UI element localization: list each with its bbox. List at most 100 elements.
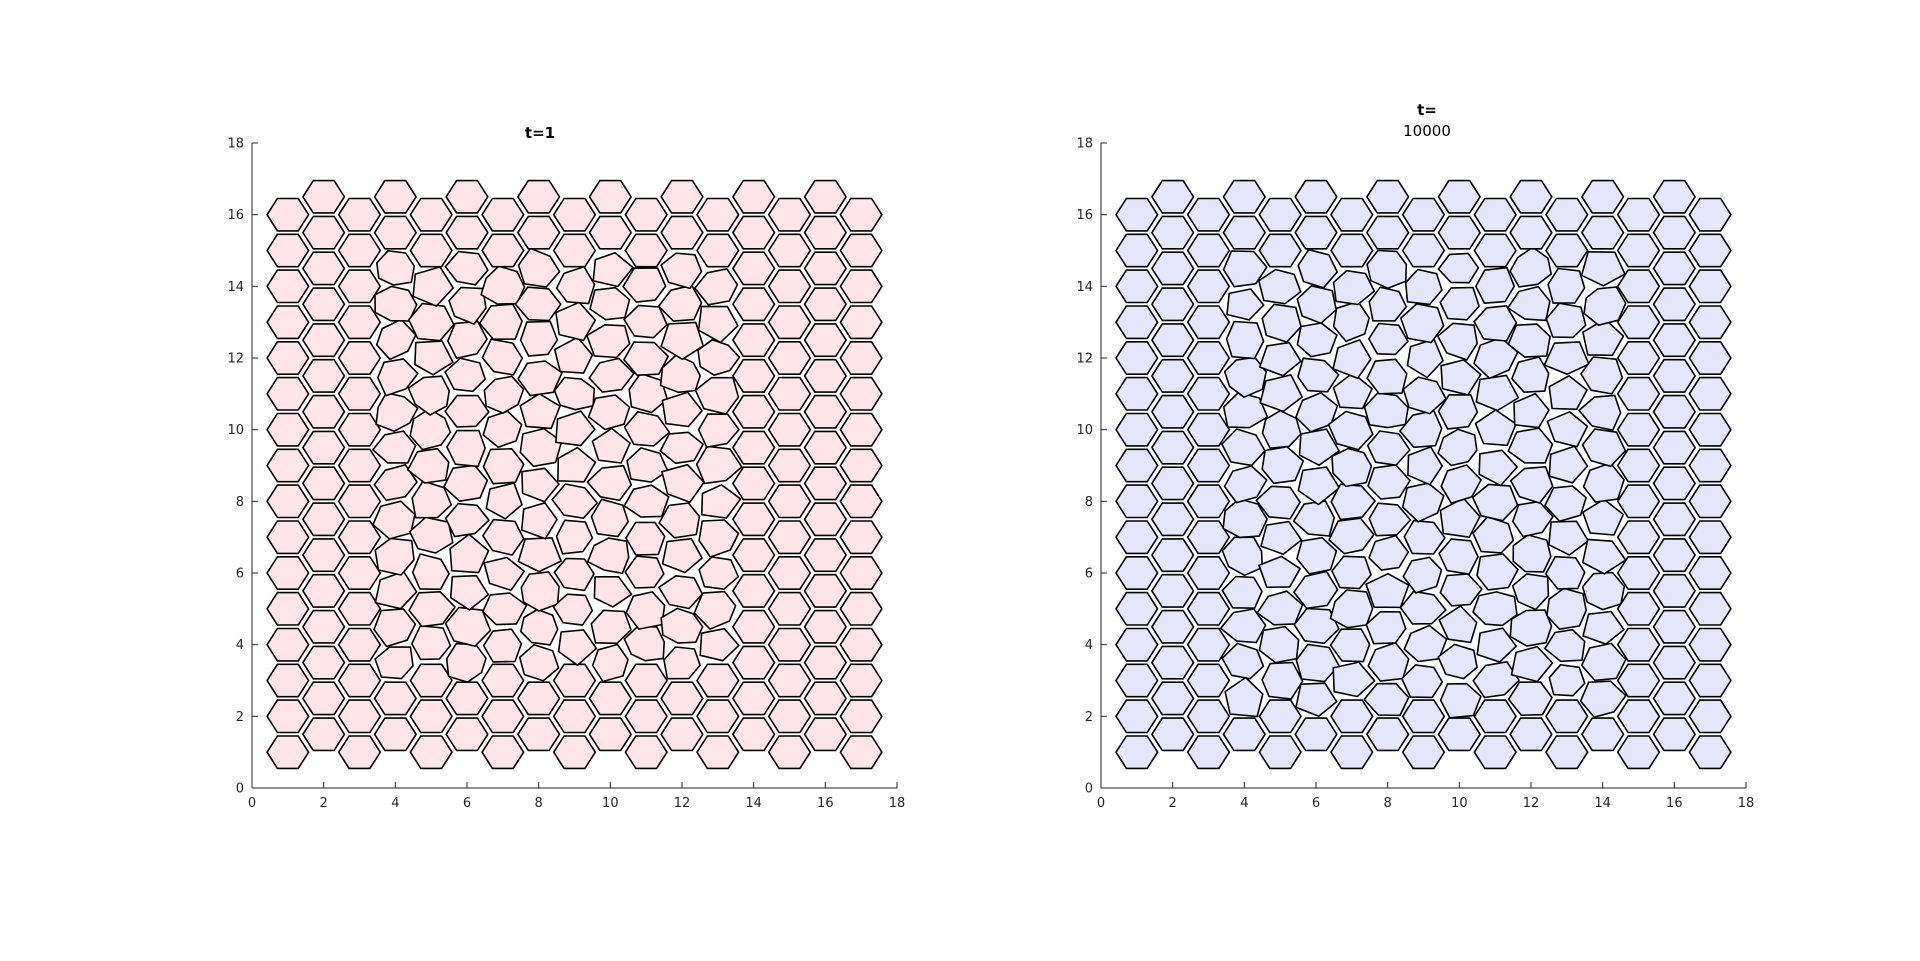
- cell: [1186, 376, 1231, 411]
- y-tick-label: 6: [236, 567, 244, 582]
- cell: [590, 498, 630, 538]
- cell: [1437, 215, 1481, 250]
- cell: [519, 608, 559, 646]
- cell: [266, 448, 310, 483]
- cell: [482, 628, 523, 663]
- cell: [1258, 233, 1302, 268]
- x-tick-label: 18: [1738, 796, 1755, 811]
- cell: [660, 179, 704, 214]
- cell: [699, 627, 740, 662]
- cell: [1652, 251, 1696, 286]
- cell: [482, 410, 523, 449]
- cell: [1545, 699, 1589, 734]
- cell: [553, 376, 596, 411]
- cell: [732, 466, 776, 501]
- cell: [1509, 215, 1553, 250]
- cell: [1652, 466, 1696, 501]
- cell: [1548, 374, 1588, 411]
- cell: [1688, 555, 1732, 591]
- cell: [1186, 484, 1231, 519]
- cell: [1261, 445, 1305, 485]
- cell: [732, 251, 776, 286]
- cell: [1258, 699, 1302, 734]
- cell: [1296, 322, 1338, 358]
- cell: [1580, 356, 1624, 395]
- x-tick-label: 18: [889, 796, 906, 811]
- cell: [1437, 179, 1481, 214]
- y-tick-label: 2: [1085, 710, 1093, 725]
- cell: [302, 573, 346, 608]
- cell: [517, 681, 561, 716]
- cell: [1261, 303, 1302, 343]
- cell: [266, 197, 310, 232]
- cell: [517, 717, 561, 752]
- cell: [337, 305, 382, 340]
- cell: [1224, 676, 1264, 718]
- tissue-plot-t1: t=1 0 2 4 6 8 10 12 14 16 18 0 2 4 6 8 10 12 14 16 18: [227, 124, 905, 811]
- cell: [302, 430, 346, 465]
- cell: [732, 609, 776, 644]
- cell: [1151, 466, 1195, 501]
- cell: [1401, 197, 1446, 232]
- cell: [589, 286, 631, 321]
- plot-title-line-1: t=: [1417, 101, 1437, 119]
- cell: [376, 358, 419, 397]
- cell: [1151, 573, 1195, 608]
- cell: [266, 591, 310, 626]
- cell: [1332, 300, 1370, 343]
- cell: [519, 320, 559, 357]
- cell: [803, 287, 847, 322]
- cell: [839, 555, 883, 591]
- cell: [374, 537, 415, 576]
- cell: [661, 537, 703, 574]
- cell: [1151, 681, 1195, 716]
- cell: [1544, 555, 1586, 590]
- cell: [1472, 515, 1515, 554]
- cell: [767, 520, 812, 555]
- cell: [1366, 430, 1411, 467]
- x-tick-label: 10: [1451, 796, 1468, 811]
- x-tick-label: 4: [391, 796, 399, 811]
- cell: [1547, 267, 1586, 304]
- y-tick-label: 4: [236, 638, 244, 653]
- cell: [409, 233, 453, 268]
- cell: [1331, 555, 1372, 590]
- cell: [767, 269, 812, 304]
- cell: [695, 445, 743, 485]
- cell: [1221, 642, 1265, 680]
- x-tick-label: 0: [248, 796, 256, 811]
- cell: [485, 482, 523, 520]
- cell: [1509, 717, 1553, 752]
- cell: [517, 247, 561, 288]
- cell: [302, 215, 346, 250]
- cell: [660, 607, 704, 644]
- cell: [337, 448, 382, 483]
- cell: [1546, 587, 1587, 631]
- cell: [1476, 627, 1517, 663]
- cell: [588, 717, 632, 752]
- cell: [1511, 573, 1550, 611]
- y-tick-label: 14: [227, 280, 244, 295]
- cell: [1293, 570, 1339, 610]
- cell: [1115, 233, 1159, 268]
- cell: [663, 646, 701, 680]
- cell: [337, 340, 382, 376]
- plot-title-line-2: 10000: [1403, 122, 1451, 140]
- cell: [1580, 642, 1627, 682]
- cell: [1186, 735, 1231, 770]
- cell: [1472, 591, 1518, 627]
- cell: [803, 717, 847, 752]
- cell: [1406, 338, 1444, 379]
- cell: [406, 447, 450, 484]
- cell: [1616, 520, 1661, 555]
- cell: [1652, 609, 1696, 644]
- cell: [1330, 197, 1374, 232]
- cell: [552, 593, 594, 626]
- cell: [1471, 483, 1519, 522]
- cell: [337, 555, 382, 591]
- cell: [1652, 287, 1696, 322]
- cell: [767, 448, 812, 483]
- cell: [696, 197, 740, 232]
- cell: [1544, 628, 1586, 663]
